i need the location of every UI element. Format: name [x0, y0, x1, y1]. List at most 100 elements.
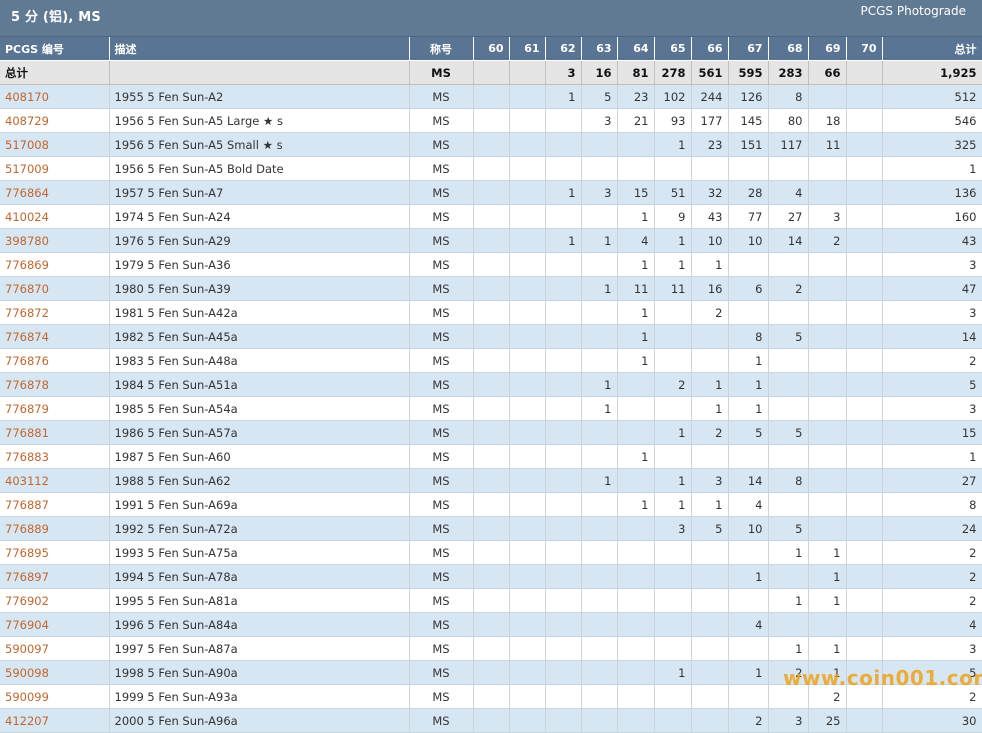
pcgs-number-link[interactable]: 776881	[5, 425, 49, 440]
table-row[interactable]: 408170 1955 5 Fen Sun-A2 MS 1 5 23 102 244 126 8 5…	[0, 84, 982, 109]
col-grade-63[interactable]: 63	[581, 37, 618, 61]
pcgs-number-cell: 776869	[0, 252, 110, 277]
table-row[interactable]: 776904 1996 5 Fen Sun-A84a MS 4 4	[0, 612, 982, 637]
table-row[interactable]: 590098 1998 5 Fen Sun-A90a MS 1 1 2 1 5	[0, 660, 982, 685]
col-grade-60[interactable]: 60	[473, 37, 510, 61]
pcgs-number-cell: 398780	[0, 228, 110, 253]
pcgs-number-link[interactable]: 776897	[5, 569, 49, 584]
grade-count-cell	[509, 372, 546, 397]
grade-count-cell	[808, 516, 847, 541]
grade-count-cell	[808, 276, 847, 301]
table-row[interactable]: 517009 1956 5 Fen Sun-A5 Bold Date MS 1	[0, 156, 982, 181]
grade-count-cell: 93	[654, 108, 692, 133]
pcgs-number-link[interactable]: 776889	[5, 521, 49, 536]
table-row[interactable]: 412207 2000 5 Fen Sun-A96a MS 2 3 25 30	[0, 708, 982, 733]
col-total[interactable]: 总计	[882, 37, 982, 61]
grade-count-cell	[581, 516, 618, 541]
grade-count-cell	[545, 684, 582, 709]
table-row[interactable]: 776872 1981 5 Fen Sun-A42a MS 1 2 3	[0, 300, 982, 325]
pcgs-number-link[interactable]: 776874	[5, 329, 49, 344]
pcgs-number-link[interactable]: 776902	[5, 593, 49, 608]
description-cell: 1976 5 Fen Sun-A29	[109, 228, 410, 253]
pcgs-number-link[interactable]: 590098	[5, 665, 49, 680]
photograde-link[interactable]: PCGS Photograde	[860, 4, 966, 18]
col-pcgs-number[interactable]: PCGS 编号	[0, 37, 110, 61]
pcgs-number-link[interactable]: 398780	[5, 233, 49, 248]
table-row[interactable]: 776870 1980 5 Fen Sun-A39 MS 1 11 11 16 6 2 47	[0, 276, 982, 301]
table-row[interactable]: 776902 1995 5 Fen Sun-A81a MS 1 1 2	[0, 588, 982, 613]
grade-count-cell	[768, 444, 809, 469]
pcgs-number-link[interactable]: 776869	[5, 257, 49, 272]
grade-count-cell	[545, 444, 582, 469]
col-grade-70[interactable]: 70	[846, 37, 883, 61]
grade-count-cell: 5	[768, 516, 809, 541]
pcgs-number-link[interactable]: 403112	[5, 473, 49, 488]
table-row[interactable]: 403112 1988 5 Fen Sun-A62 MS 1 1 3 14 8 27	[0, 468, 982, 493]
pcgs-number-link[interactable]: 776883	[5, 449, 49, 464]
pcgs-number-link[interactable]: 590099	[5, 689, 49, 704]
table-row[interactable]: 590097 1997 5 Fen Sun-A87a MS 1 1 3	[0, 636, 982, 661]
pcgs-number-link[interactable]: 776895	[5, 545, 49, 560]
grade-count-cell	[846, 228, 883, 253]
grade-count-cell	[728, 156, 769, 181]
col-grade-62[interactable]: 62	[545, 37, 582, 61]
col-grade-69[interactable]: 69	[808, 37, 847, 61]
col-grade-65[interactable]: 65	[654, 37, 692, 61]
grade-count-cell	[545, 612, 582, 637]
table-row[interactable]: 776876 1983 5 Fen Sun-A48a MS 1 1 2	[0, 348, 982, 373]
pcgs-number-link[interactable]: 410024	[5, 209, 49, 224]
table-row[interactable]: 776878 1984 5 Fen Sun-A51a MS 1 2 1 1 5	[0, 372, 982, 397]
col-grade-66[interactable]: 66	[691, 37, 729, 61]
pcgs-number-link[interactable]: 776879	[5, 401, 49, 416]
grade-count-cell	[808, 372, 847, 397]
table-row[interactable]: 398780 1976 5 Fen Sun-A29 MS 1 1 4 1 10 10 14 2 43	[0, 228, 982, 253]
pcgs-number-link[interactable]: 590097	[5, 641, 49, 656]
table-row[interactable]: 408729 1956 5 Fen Sun-A5 Large ★ s MS 3 21 93…	[0, 108, 982, 133]
col-designation[interactable]: 称号	[409, 37, 474, 61]
table-row[interactable]: 776883 1987 5 Fen Sun-A60 MS 1 1	[0, 444, 982, 469]
table-row[interactable]: 410024 1974 5 Fen Sun-A24 MS 1 9 43 77 27 3 160	[0, 204, 982, 229]
col-description[interactable]: 描述	[109, 37, 410, 61]
table-row[interactable]: 776895 1993 5 Fen Sun-A75a MS 1 1 2	[0, 540, 982, 565]
pcgs-number-link[interactable]: 408729	[5, 113, 49, 128]
table-row[interactable]: 776879 1985 5 Fen Sun-A54a MS 1 1 1 3	[0, 396, 982, 421]
pcgs-number-link[interactable]: 776878	[5, 377, 49, 392]
pcgs-number-link[interactable]: 776904	[5, 617, 49, 632]
table-row[interactable]: 776864 1957 5 Fen Sun-A7 MS 1 3 15 51 32 28 4 136	[0, 180, 982, 205]
pcgs-number-link[interactable]: 776864	[5, 185, 49, 200]
pcgs-number-link[interactable]: 776887	[5, 497, 49, 512]
grade-count-cell: 1	[808, 588, 847, 613]
table-row[interactable]: 776887 1991 5 Fen Sun-A69a MS 1 1 1 4 8	[0, 492, 982, 517]
pcgs-number-link[interactable]: 776870	[5, 281, 49, 296]
col-grade-68[interactable]: 68	[768, 37, 809, 61]
col-grade-64[interactable]: 64	[617, 37, 655, 61]
table-row[interactable]: 776897 1994 5 Fen Sun-A78a MS 1 1 2	[0, 564, 982, 589]
grade-count-cell	[617, 684, 655, 709]
pcgs-number-cell: 590099	[0, 684, 110, 709]
grade-count-cell	[691, 708, 729, 733]
table-row[interactable]: 776881 1986 5 Fen Sun-A57a MS 1 2 5 5 15	[0, 420, 982, 445]
pcgs-number-link[interactable]: 776876	[5, 353, 49, 368]
grade-count-cell	[581, 588, 618, 613]
pcgs-number-link[interactable]: 412207	[5, 713, 49, 728]
grade-count-cell	[617, 468, 655, 493]
pcgs-number-link[interactable]: 517009	[5, 161, 49, 176]
description-cell: 1992 5 Fen Sun-A72a	[109, 516, 410, 541]
pcgs-number-link[interactable]: 776872	[5, 305, 49, 320]
designation-cell: MS	[409, 684, 474, 709]
pcgs-number-link[interactable]: 408170	[5, 89, 49, 104]
grade-count-cell	[545, 540, 582, 565]
designation-cell: MS	[409, 300, 474, 325]
row-total-cell: 14	[882, 324, 982, 349]
grade-count-cell: 1	[581, 468, 618, 493]
table-row[interactable]: 517008 1956 5 Fen Sun-A5 Small ★ s MS 1 23 15…	[0, 132, 982, 157]
grade-count-cell: 1	[691, 492, 729, 517]
col-grade-61[interactable]: 61	[509, 37, 546, 61]
table-row[interactable]: 776869 1979 5 Fen Sun-A36 MS 1 1 1 3	[0, 252, 982, 277]
pcgs-number-link[interactable]: 517008	[5, 137, 49, 152]
grade-count-cell	[509, 420, 546, 445]
col-grade-67[interactable]: 67	[728, 37, 769, 61]
table-row[interactable]: 776889 1992 5 Fen Sun-A72a MS 3 5 10 5 24	[0, 516, 982, 541]
table-row[interactable]: 776874 1982 5 Fen Sun-A45a MS 1 8 5 14	[0, 324, 982, 349]
pcgs-number-cell: 776895	[0, 540, 110, 565]
